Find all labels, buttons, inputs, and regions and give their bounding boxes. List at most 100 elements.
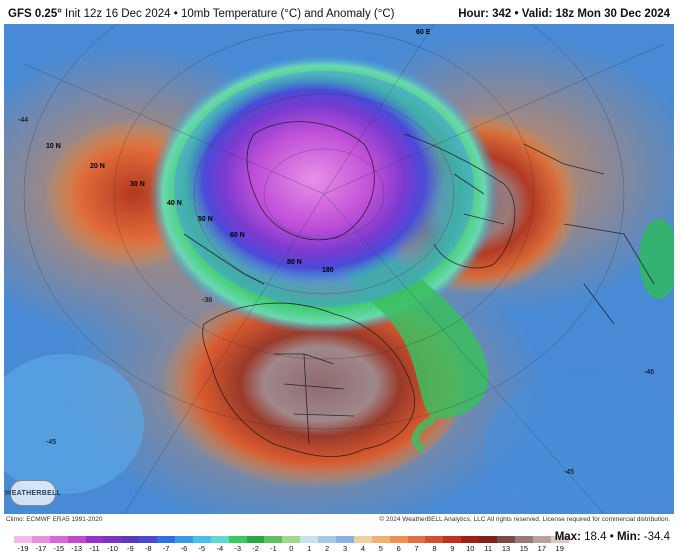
max-label: Max: [554,531,581,543]
legend-tick-label: 7 [414,544,419,553]
legend-swatch: -15 [49,536,68,553]
lon-label-60e: 60 E [416,29,431,36]
valid-label: Valid: [521,8,553,20]
title-separator: • [173,8,178,20]
legend-tick-label: -15 [53,544,65,553]
graticule [23,24,665,514]
legend-tick-label: 1 [307,544,312,553]
legend-tick-label: 11 [484,544,493,553]
legend-tick-label: -2 [252,544,259,553]
legend-tick-label: 8 [432,544,437,553]
map-title: GFS 0.25° Init 12z 16 Dec 2024 • 10mb Te… [8,8,394,20]
product-name: 10mb Temperature (°C) and Anomaly (°C) [180,8,395,20]
contour-value: -45 [46,439,56,446]
legend-swatch: -9 [121,536,140,553]
legend-tick-label: 2 [325,544,330,553]
legend-swatch: -8 [139,536,158,553]
lat-label-80n: 80 N [287,259,302,266]
logo-text: WEATHERBELL [4,489,62,497]
hour-label: Hour: [458,8,489,20]
legend-tick-label: -1 [270,544,277,553]
contour-value: -44 [18,117,28,124]
init-time: Init 12z 16 Dec 2024 [65,8,171,20]
legend-swatch: 6 [389,536,408,553]
title-bar: GFS 0.25° Init 12z 16 Dec 2024 • 10mb Te… [0,0,680,26]
lon-label-180: 180 [322,267,334,274]
lat-label-20n: 20 N [90,163,105,170]
contour-value: -46 [644,369,654,376]
legend-swatch: 1 [300,536,319,553]
legend-swatch: -4 [210,536,229,553]
legend-swatch: -1 [264,536,283,553]
legend-swatch: 5 [371,536,390,553]
legend-swatch: 10 [461,536,480,553]
legend-swatch: -10 [103,536,122,553]
legend-tick-label: -19 [17,544,29,553]
legend-tick-label: -8 [144,544,152,553]
legend-tick-label: 19 [555,544,564,553]
legend-swatch: 9 [443,536,462,553]
lat-label-30n: 30 N [130,181,145,188]
color-legend: -19 -17 -15 -13 -11 -10 -9 -8 -7 -6 -5 -4 -3 -2 -1 0 1 2 3… [14,536,569,553]
legend-swatch: -13 [67,536,86,553]
lat-label-10n: 10 N [46,143,61,150]
legend-tick-label: 9 [450,544,455,553]
weatherbell-logo: WEATHERBELL [5,480,61,506]
legend-tick-label: -5 [198,544,206,553]
legend-swatch: 11 [479,536,498,553]
valid-value: 18z Mon 30 Dec 2024 [555,8,670,20]
lat-label-60n: 60 N [230,232,245,239]
max-value: 18.4 [584,531,607,543]
legend-swatch: -5 [192,536,211,553]
legend-swatch: 17 [532,536,551,553]
legend-swatch: -6 [175,536,193,553]
legend-swatch: -17 [31,536,50,553]
legend-tick-label: -7 [162,544,170,553]
contour-value: -45 [564,469,574,476]
legend-swatch: 8 [425,536,444,553]
climo-note: Climo: ECMWF ERA5 1991-2020 [6,516,103,523]
legend-swatch: 13 [497,536,515,553]
legend-tick-label: 13 [501,544,511,553]
legend-tick-label: 4 [360,544,365,553]
lat-label-50n: 50 N [198,216,213,223]
legend-swatch: -2 [246,536,265,553]
legend-tick-label: -13 [71,544,83,553]
legend-tick-label: 15 [519,544,529,553]
legend-tick-label: -4 [216,544,224,553]
legend-tick-label: 5 [378,544,383,553]
lat-label-40n: 40 N [167,200,182,207]
map-graphic: 10 N 20 N 30 N 40 N 50 N 60 N 80 N 180 6… [4,24,674,514]
legend-swatch: 15 [514,536,533,553]
min-value: -34.4 [643,531,670,543]
legend-swatch: 0 [282,536,301,553]
legend-tick-label: 0 [289,544,294,553]
legend-swatch: 4 [353,536,372,553]
coastlines [183,121,655,457]
legend-tick-label: -11 [89,544,100,553]
stats-separator: • [609,531,614,543]
legend-swatch: 7 [407,536,426,553]
title-separator-2: • [514,8,519,20]
legend-tick-label: -10 [107,544,118,553]
legend-swatch: -19 [14,536,32,553]
legend-swatch: 3 [336,536,354,553]
max-min-stats: Max: 18.4 • Min: -34.4 [555,531,670,543]
weather-map: 10 N 20 N 30 N 40 N 50 N 60 N 80 N 180 6… [4,24,674,514]
hour-value: 342 [492,8,512,20]
legend-tick-label: 6 [396,544,401,553]
legend-swatch: -7 [157,536,176,553]
legend-tick-label: 10 [466,544,475,553]
min-label: Min: [616,531,641,543]
legend-tick-label: -6 [180,544,188,553]
valid-time-info: Hour: 342 • Valid: 18z Mon 30 Dec 2024 [458,8,670,20]
legend-swatch: -3 [228,536,247,553]
copyright-note: © 2024 WeatherBELL Analytics, LLC All ri… [379,516,670,523]
legend-tick-label: -17 [35,544,47,553]
legend-tick-label: -9 [127,544,134,553]
legend-swatch: 19 [550,536,569,553]
legend-tick-label: 3 [342,544,348,553]
legend-tick-label: 17 [537,544,546,553]
legend-swatch: 2 [318,536,337,553]
contour-value: -38 [202,297,212,304]
